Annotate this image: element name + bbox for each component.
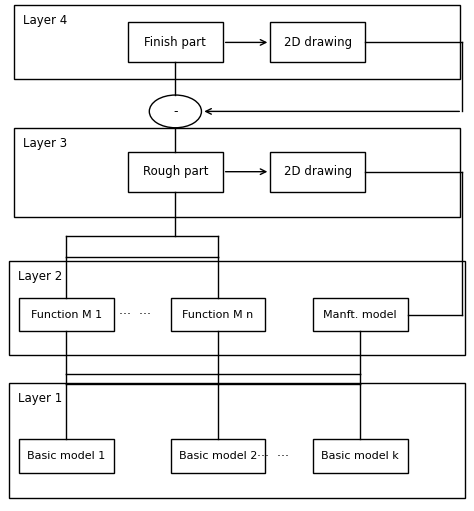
Ellipse shape bbox=[149, 95, 201, 128]
Text: 2D drawing: 2D drawing bbox=[283, 165, 352, 178]
Bar bbox=[313, 439, 408, 473]
Text: Basic model 1: Basic model 1 bbox=[27, 451, 106, 461]
Bar bbox=[9, 261, 465, 355]
Bar bbox=[171, 439, 265, 473]
Text: Layer 1: Layer 1 bbox=[18, 392, 62, 405]
Text: Layer 2: Layer 2 bbox=[18, 270, 62, 283]
Text: ···  ···: ··· ··· bbox=[256, 450, 289, 463]
Text: Layer 4: Layer 4 bbox=[23, 14, 67, 27]
Bar bbox=[171, 298, 265, 331]
Bar bbox=[9, 383, 465, 498]
Bar bbox=[128, 152, 223, 192]
Bar bbox=[19, 298, 114, 331]
Text: Function M n: Function M n bbox=[182, 310, 254, 319]
Bar bbox=[128, 22, 223, 62]
Text: Basic model 2: Basic model 2 bbox=[179, 451, 257, 461]
Bar bbox=[19, 439, 114, 473]
Text: 2D drawing: 2D drawing bbox=[283, 36, 352, 49]
Text: Rough part: Rough part bbox=[143, 165, 208, 178]
Text: Basic model k: Basic model k bbox=[321, 451, 399, 461]
Bar bbox=[270, 22, 365, 62]
Bar bbox=[313, 298, 408, 331]
Text: Layer 3: Layer 3 bbox=[23, 137, 67, 150]
Bar bbox=[270, 152, 365, 192]
Text: Function M 1: Function M 1 bbox=[31, 310, 102, 319]
Text: Manft. model: Manft. model bbox=[323, 310, 397, 319]
Bar bbox=[14, 5, 460, 79]
Bar bbox=[14, 128, 460, 217]
Text: Finish part: Finish part bbox=[145, 36, 206, 49]
Text: -: - bbox=[173, 105, 178, 118]
Text: ···  ···: ··· ··· bbox=[119, 308, 151, 321]
